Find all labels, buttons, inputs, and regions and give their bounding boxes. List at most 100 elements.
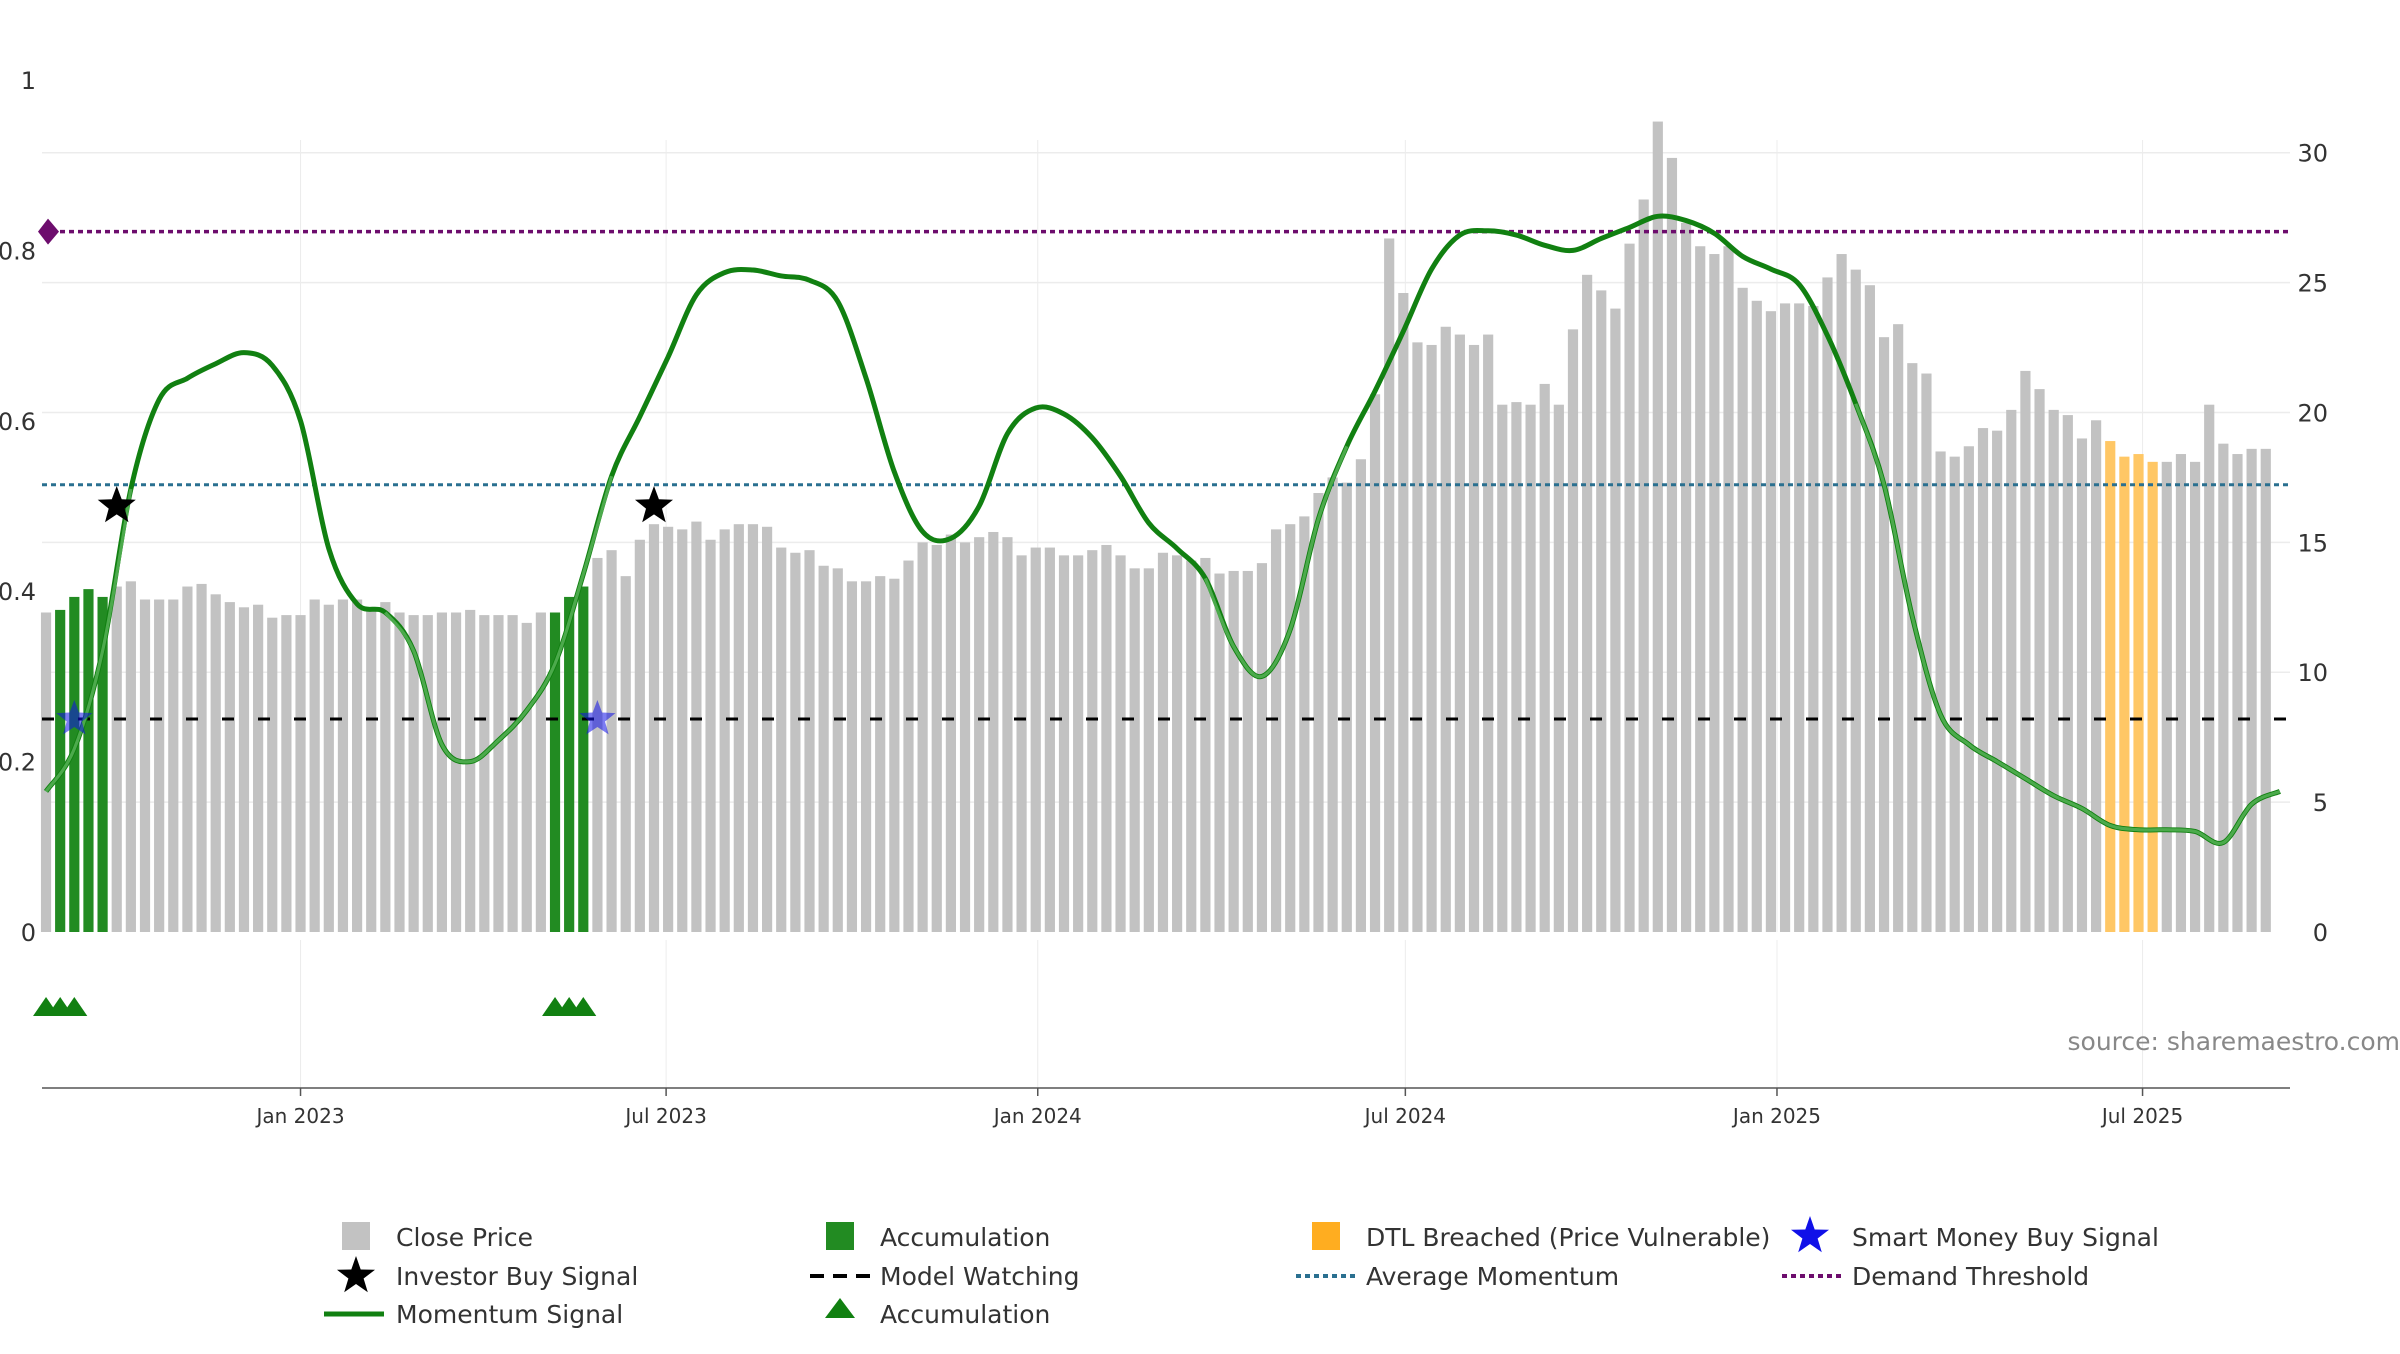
close-price-bar [1045,548,1055,932]
right-axis-tick-label: 0 [2313,919,2328,947]
close-price-bar [493,615,503,932]
dtl-breached-bar [2133,454,2143,932]
close-price-bar [649,524,659,932]
left-axis-tick-label: 1 [21,67,36,95]
close-price-bar [1483,335,1493,932]
close-price-bar [267,618,277,932]
close-price-bar [960,542,970,932]
close-price-bar [1384,238,1394,932]
close-price-bar [2190,462,2200,932]
close-price-bar [1907,363,1917,932]
right-axis-tick-label: 15 [2297,529,2328,557]
close-price-bar [1723,246,1733,932]
demand-threshold-marker-icon [38,219,59,245]
dtl-breached-bar [2105,441,2115,932]
close-price-bar [988,532,998,932]
close-price-bar [734,524,744,932]
close-price-bar [1935,451,1945,932]
close-price-bar [748,524,758,932]
close-price-bar [663,527,673,932]
left-axis-tick-label: 0 [21,919,36,947]
close-price-bar [366,607,376,932]
close-price-bar [324,605,334,932]
close-price-bar [1441,327,1451,932]
close-price-bar [1879,337,1889,932]
close-price-bar [1243,571,1253,932]
close-price-bar [621,576,631,932]
close-price-bar [1568,329,1578,932]
close-price-bar [1540,384,1550,932]
close-price-bar [2162,462,2172,932]
close-price-bar [2176,454,2186,932]
close-price-bar [423,615,433,932]
close-price-bar [1695,246,1705,932]
right-axis-tick-label: 5 [2313,789,2328,817]
close-price-bar [465,610,475,932]
legend-close-price-swatch [342,1222,370,1250]
close-price-bar [182,587,192,932]
close-price-bar [508,615,518,932]
accumulation-bar [564,597,574,932]
close-price-bar [2034,389,2044,932]
close-price-bar [1992,431,2002,932]
close-price-bar [1469,345,1479,932]
close-price-bar [352,600,362,932]
close-price-bar [1087,550,1097,932]
close-price-bar [380,602,390,932]
close-price-bar [889,579,899,932]
legend-accumulation-marker-label: Accumulation [880,1300,1050,1329]
close-price-bar [1582,275,1592,932]
close-price-bar [1271,529,1281,932]
close-price-bar [776,548,786,932]
legend-model-watching-label: Model Watching [880,1262,1080,1291]
close-price-bar [451,613,461,933]
close-price-bar [1851,270,1861,932]
close-price-bar [239,607,249,932]
close-price-bar [606,550,616,932]
close-price-bar [833,568,843,932]
close-price-bar [592,558,602,932]
close-price-bar [1822,277,1832,932]
close-price-bar [1002,537,1012,932]
close-price-bar [1285,524,1295,932]
close-price-bar [1681,223,1691,932]
close-price-bar [1342,483,1352,932]
close-price-bar [2247,449,2257,932]
close-price-bar [196,584,206,932]
legend-investor-star-icon [337,1256,375,1292]
left-axis-tick-label: 0.6 [0,408,36,436]
legend-demand-threshold-label: Demand Threshold [1852,1262,2089,1291]
legend-accumulation-triangle-icon [825,1298,855,1318]
close-price-bar [974,537,984,932]
close-price-bar [1059,555,1069,932]
close-price-bar [1794,303,1804,932]
close-price-bar [1766,311,1776,932]
close-price-bar [1172,555,1182,932]
source-label: source: sharemaestro.com [2068,1027,2400,1056]
legend-momentum-signal-label: Momentum Signal [396,1300,623,1329]
right-axis-tick-label: 25 [2297,270,2328,298]
close-price-bar [2077,438,2087,932]
close-price-bar [847,581,857,932]
close-price-bar [140,600,150,932]
close-price-bar [918,542,928,932]
close-price-bar [437,613,447,933]
close-price-bar [1115,555,1125,932]
close-price-bar [1370,394,1380,932]
close-price-bar [394,613,404,933]
x-axis-tick-label: Jul 2025 [2100,1104,2183,1128]
close-price-bar [338,600,348,932]
close-price-bar [1200,558,1210,932]
close-price-bar [253,605,263,932]
close-price-bar [1667,158,1677,932]
close-price-bar [1653,122,1663,932]
dtl-breached-bar [2119,457,2129,932]
close-price-bar [2261,449,2271,932]
close-price-bar [2218,444,2228,932]
close-price-bar [762,527,772,932]
x-axis-tick-label: Jul 2023 [623,1104,706,1128]
close-price-bar [903,561,913,932]
accumulation-bar [578,587,588,932]
